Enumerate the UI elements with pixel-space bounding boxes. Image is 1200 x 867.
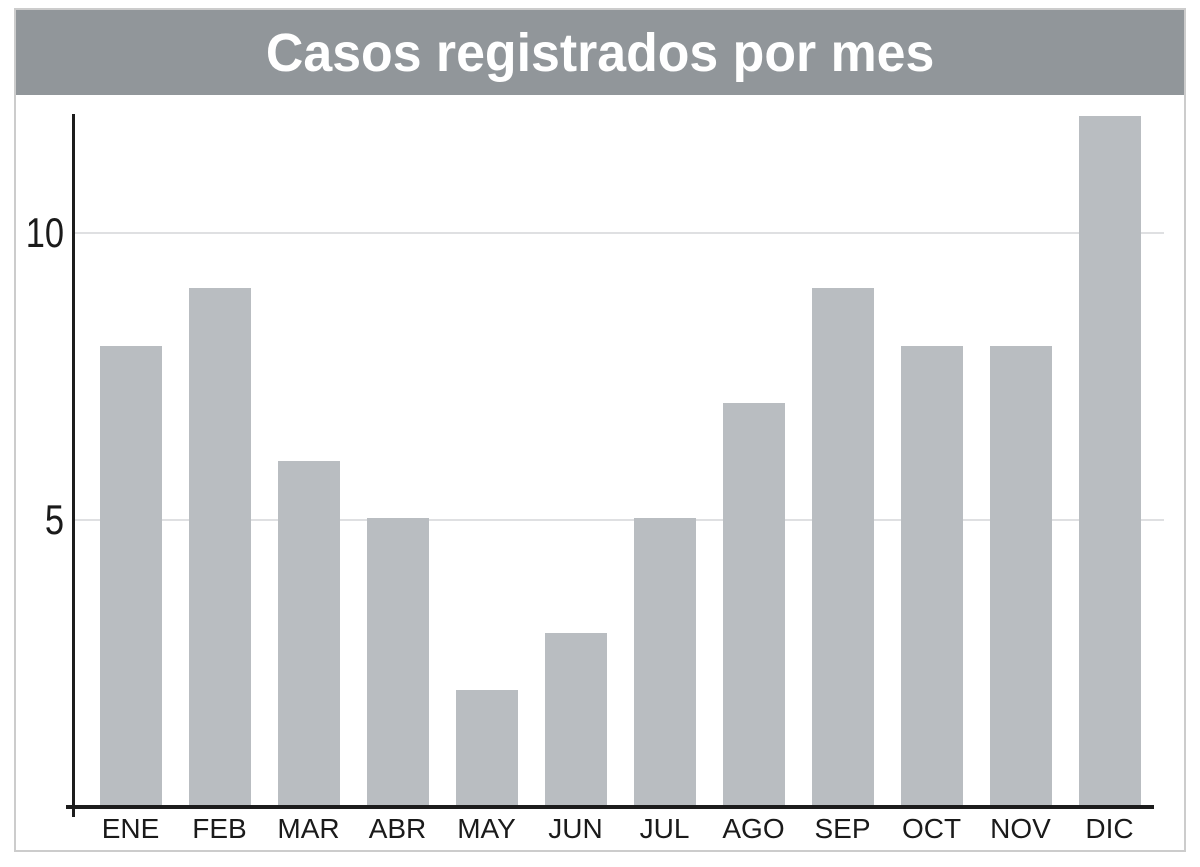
x-axis-label-ago: AGO <box>722 813 785 844</box>
y-tick-label-10: 10 <box>25 209 64 256</box>
bar-feb <box>188 288 251 805</box>
x-axis-label-sep: SEP <box>814 813 871 844</box>
bar-jul <box>633 518 696 805</box>
bar-ago <box>722 403 785 805</box>
bar-slot-abr <box>353 95 442 850</box>
bar-slot-feb <box>175 95 264 850</box>
x-axis-label-mar: MAR <box>277 813 340 844</box>
x-axis-label-nov: NOV <box>990 813 1051 844</box>
x-axis-label-dic: DIC <box>1085 813 1134 844</box>
plot-area: 5 10 ENE FEB MAR ABR MAY JUN JUL AGO SEP OCT NOV DIC <box>16 95 1184 850</box>
bar-ene <box>99 345 162 805</box>
bar-sep <box>811 288 874 805</box>
bar-nov <box>989 345 1052 805</box>
x-axis-label-jul: JUL <box>639 813 690 844</box>
chart-title: Casos registrados por mes <box>265 22 935 83</box>
bar-abr <box>366 518 429 805</box>
bar-slot-mar <box>264 95 353 850</box>
bar-may <box>455 690 518 805</box>
x-axis-line <box>66 805 1154 809</box>
bar-slot-ene <box>86 95 175 850</box>
bar-slot-jul <box>620 95 709 850</box>
bar-slot-sep <box>798 95 887 850</box>
x-axis-label-oct: OCT <box>901 813 962 844</box>
x-axis-label-jun: JUN <box>548 813 603 844</box>
x-axis-label-abr: ABR <box>368 813 427 844</box>
x-axis-labels: ENE FEB MAR ABR MAY JUN JUL AGO SEP OCT NOV DIC <box>86 811 1154 847</box>
bar-slot-may <box>442 95 531 850</box>
chart-title-bar: Casos registrados por mes <box>16 10 1184 95</box>
x-axis-label-feb: FEB <box>192 813 247 844</box>
bar-series <box>86 95 1154 850</box>
gridline-5 <box>72 519 1164 521</box>
chart-container: Casos registrados por mes 5 10 ENE FEB MAR A… <box>14 8 1186 852</box>
bar-slot-oct <box>887 95 976 850</box>
x-axis-label-ene: ENE <box>101 813 160 844</box>
gridline-10 <box>72 232 1164 234</box>
bar-slot-dic <box>1065 95 1154 850</box>
bar-slot-nov <box>976 95 1065 850</box>
bar-mar <box>277 460 340 805</box>
bar-slot-ago <box>709 95 798 850</box>
bar-oct <box>900 345 963 805</box>
bar-dic <box>1078 116 1141 805</box>
y-tick-label-5: 5 <box>44 496 64 543</box>
x-axis-label-may: MAY <box>457 813 516 844</box>
bar-jun <box>544 632 607 805</box>
y-axis-line <box>72 114 75 817</box>
bar-slot-jun <box>531 95 620 850</box>
